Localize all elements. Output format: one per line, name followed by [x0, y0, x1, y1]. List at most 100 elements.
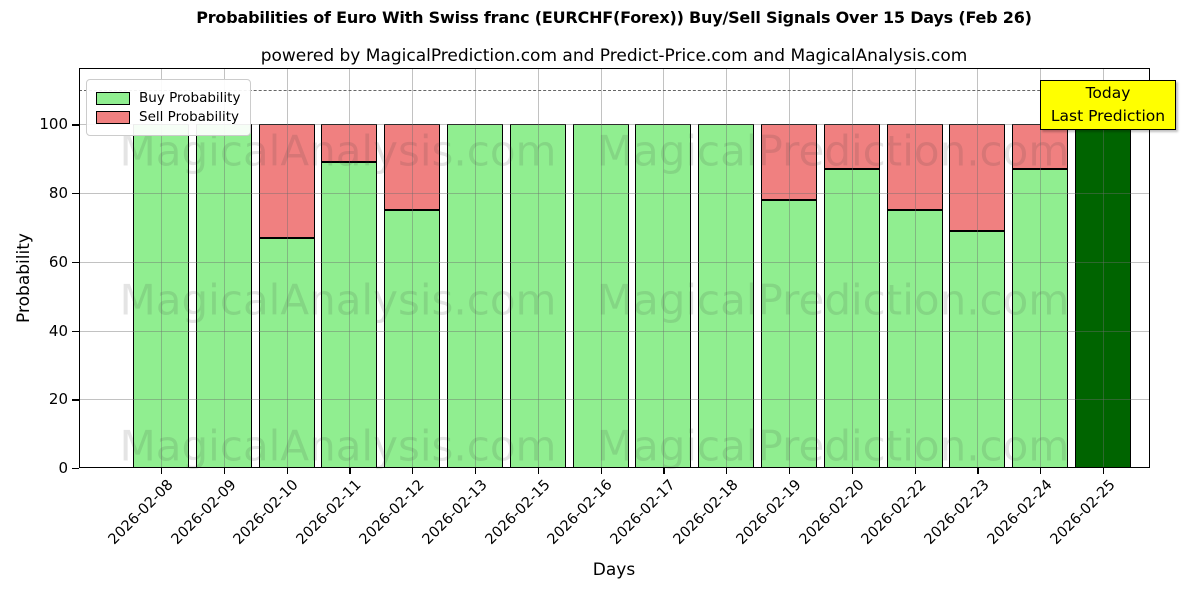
legend-label-sell: Sell Probability — [139, 109, 240, 125]
bar — [635, 68, 692, 468]
x-tick-label: 2026-02-16 — [545, 477, 616, 548]
x-tick-label: 2026-02-20 — [796, 477, 868, 548]
x-tick-label: 2026-02-24 — [984, 477, 1056, 548]
x-tick-mark — [851, 468, 854, 474]
legend-item-buy: Buy Probability — [96, 90, 240, 106]
x-tick-mark — [977, 468, 979, 474]
x-tick-label: 2026-02-23 — [921, 477, 993, 548]
sell-segment — [823, 124, 880, 170]
gridline-h — [79, 261, 1150, 263]
gridline-v — [600, 68, 602, 468]
gridline-h — [79, 399, 1150, 401]
sell-segment — [321, 124, 378, 163]
gridline-v — [475, 68, 476, 468]
sell-segment — [886, 124, 943, 211]
x-tick-label: 2026-02-18 — [670, 477, 742, 548]
buy-segment — [133, 124, 189, 468]
gridline-v — [726, 68, 728, 468]
buy-segment — [635, 124, 692, 468]
x-tick-mark — [663, 468, 665, 474]
x-tick-label: 2026-02-19 — [733, 477, 805, 548]
buy-segment — [447, 124, 503, 468]
x-tick-label: 2026-02-11 — [293, 477, 365, 548]
gridline-h — [79, 330, 1150, 332]
gridline-v — [914, 68, 916, 468]
bar — [1012, 68, 1069, 468]
y-tick-mark — [72, 330, 79, 332]
y-tick-label: 60 — [48, 252, 68, 271]
x-tick-mark — [914, 468, 916, 474]
buy-segment — [698, 124, 755, 468]
bar — [761, 68, 817, 468]
bar — [698, 68, 755, 468]
chart-title: Probabilities of Euro With Swiss franc (… — [196, 8, 1032, 27]
x-tick-mark — [726, 468, 728, 474]
sell-segment — [949, 124, 1006, 231]
gridline-v — [349, 68, 351, 468]
gridline-v — [663, 68, 665, 468]
bar — [447, 68, 503, 468]
x-tick-label: 2026-02-13 — [419, 477, 491, 548]
bar — [195, 68, 252, 468]
buy-segment — [195, 124, 252, 468]
bar — [886, 68, 943, 468]
buy-segment — [1075, 124, 1131, 468]
bar — [823, 68, 880, 468]
gridline-v — [1103, 68, 1104, 468]
x-tick-label: 2026-02-10 — [231, 477, 302, 548]
y-tick-label: 80 — [48, 184, 68, 203]
buy-segment — [761, 199, 817, 468]
sell-segment — [258, 124, 315, 238]
x-tick-mark — [600, 468, 602, 474]
gridline-v — [286, 68, 288, 468]
x-tick-mark — [161, 468, 163, 474]
y-tick-mark — [72, 399, 79, 401]
buy-segment — [321, 162, 378, 468]
x-tick-label: 2026-02-25 — [1047, 477, 1119, 548]
y-tick-label: 0 — [58, 459, 68, 477]
buy-segment — [258, 237, 315, 468]
gridline-v — [1040, 68, 1042, 468]
y-tick-mark — [72, 193, 79, 195]
legend-label-buy: Buy Probability — [139, 90, 241, 106]
x-tick-mark — [223, 468, 226, 474]
annotation-line-2: Last Prediction — [1050, 107, 1166, 125]
y-tick-label: 20 — [48, 390, 68, 409]
bar — [949, 68, 1006, 468]
y-tick-label: 40 — [48, 321, 68, 340]
buy-segment — [509, 124, 566, 468]
x-tick-label: 2026-02-12 — [356, 477, 428, 548]
buy-color-swatch — [96, 91, 130, 105]
sell-color-swatch — [96, 110, 130, 124]
gridline-v — [412, 68, 414, 468]
dashed-threshold-line — [79, 89, 1150, 91]
gridline-v — [161, 68, 162, 468]
today-annotation-box: Today Last Prediction — [1040, 80, 1176, 130]
y-tick-label: 100 — [39, 115, 68, 134]
annotation-line-1: Today — [1085, 84, 1131, 102]
gridline-h — [79, 193, 1150, 195]
buy-segment — [949, 230, 1006, 468]
buy-segment — [384, 210, 441, 468]
y-tick-mark — [72, 124, 79, 126]
x-tick-label: 2026-02-15 — [482, 477, 554, 548]
gridline-v — [537, 68, 539, 468]
bar — [321, 68, 378, 468]
x-tick-mark — [1103, 468, 1105, 474]
legend-item-sell: Sell Probability — [96, 109, 240, 125]
y-tick-mark — [72, 468, 79, 470]
x-tick-label: 2026-02-22 — [859, 477, 930, 548]
today-bar — [1075, 68, 1131, 468]
sell-segment — [384, 124, 441, 211]
x-tick-mark — [537, 468, 540, 474]
gridline-v — [789, 68, 790, 468]
buy-segment — [886, 210, 943, 468]
buy-segment — [823, 169, 880, 468]
buy-segment — [1012, 169, 1069, 468]
y-tick-mark — [72, 261, 79, 264]
x-axis-label: Days — [592, 560, 636, 580]
x-tick-label: 2026-02-08 — [105, 477, 177, 548]
gridline-v — [977, 68, 979, 468]
bar — [384, 68, 441, 468]
gridline-h — [79, 124, 1150, 126]
